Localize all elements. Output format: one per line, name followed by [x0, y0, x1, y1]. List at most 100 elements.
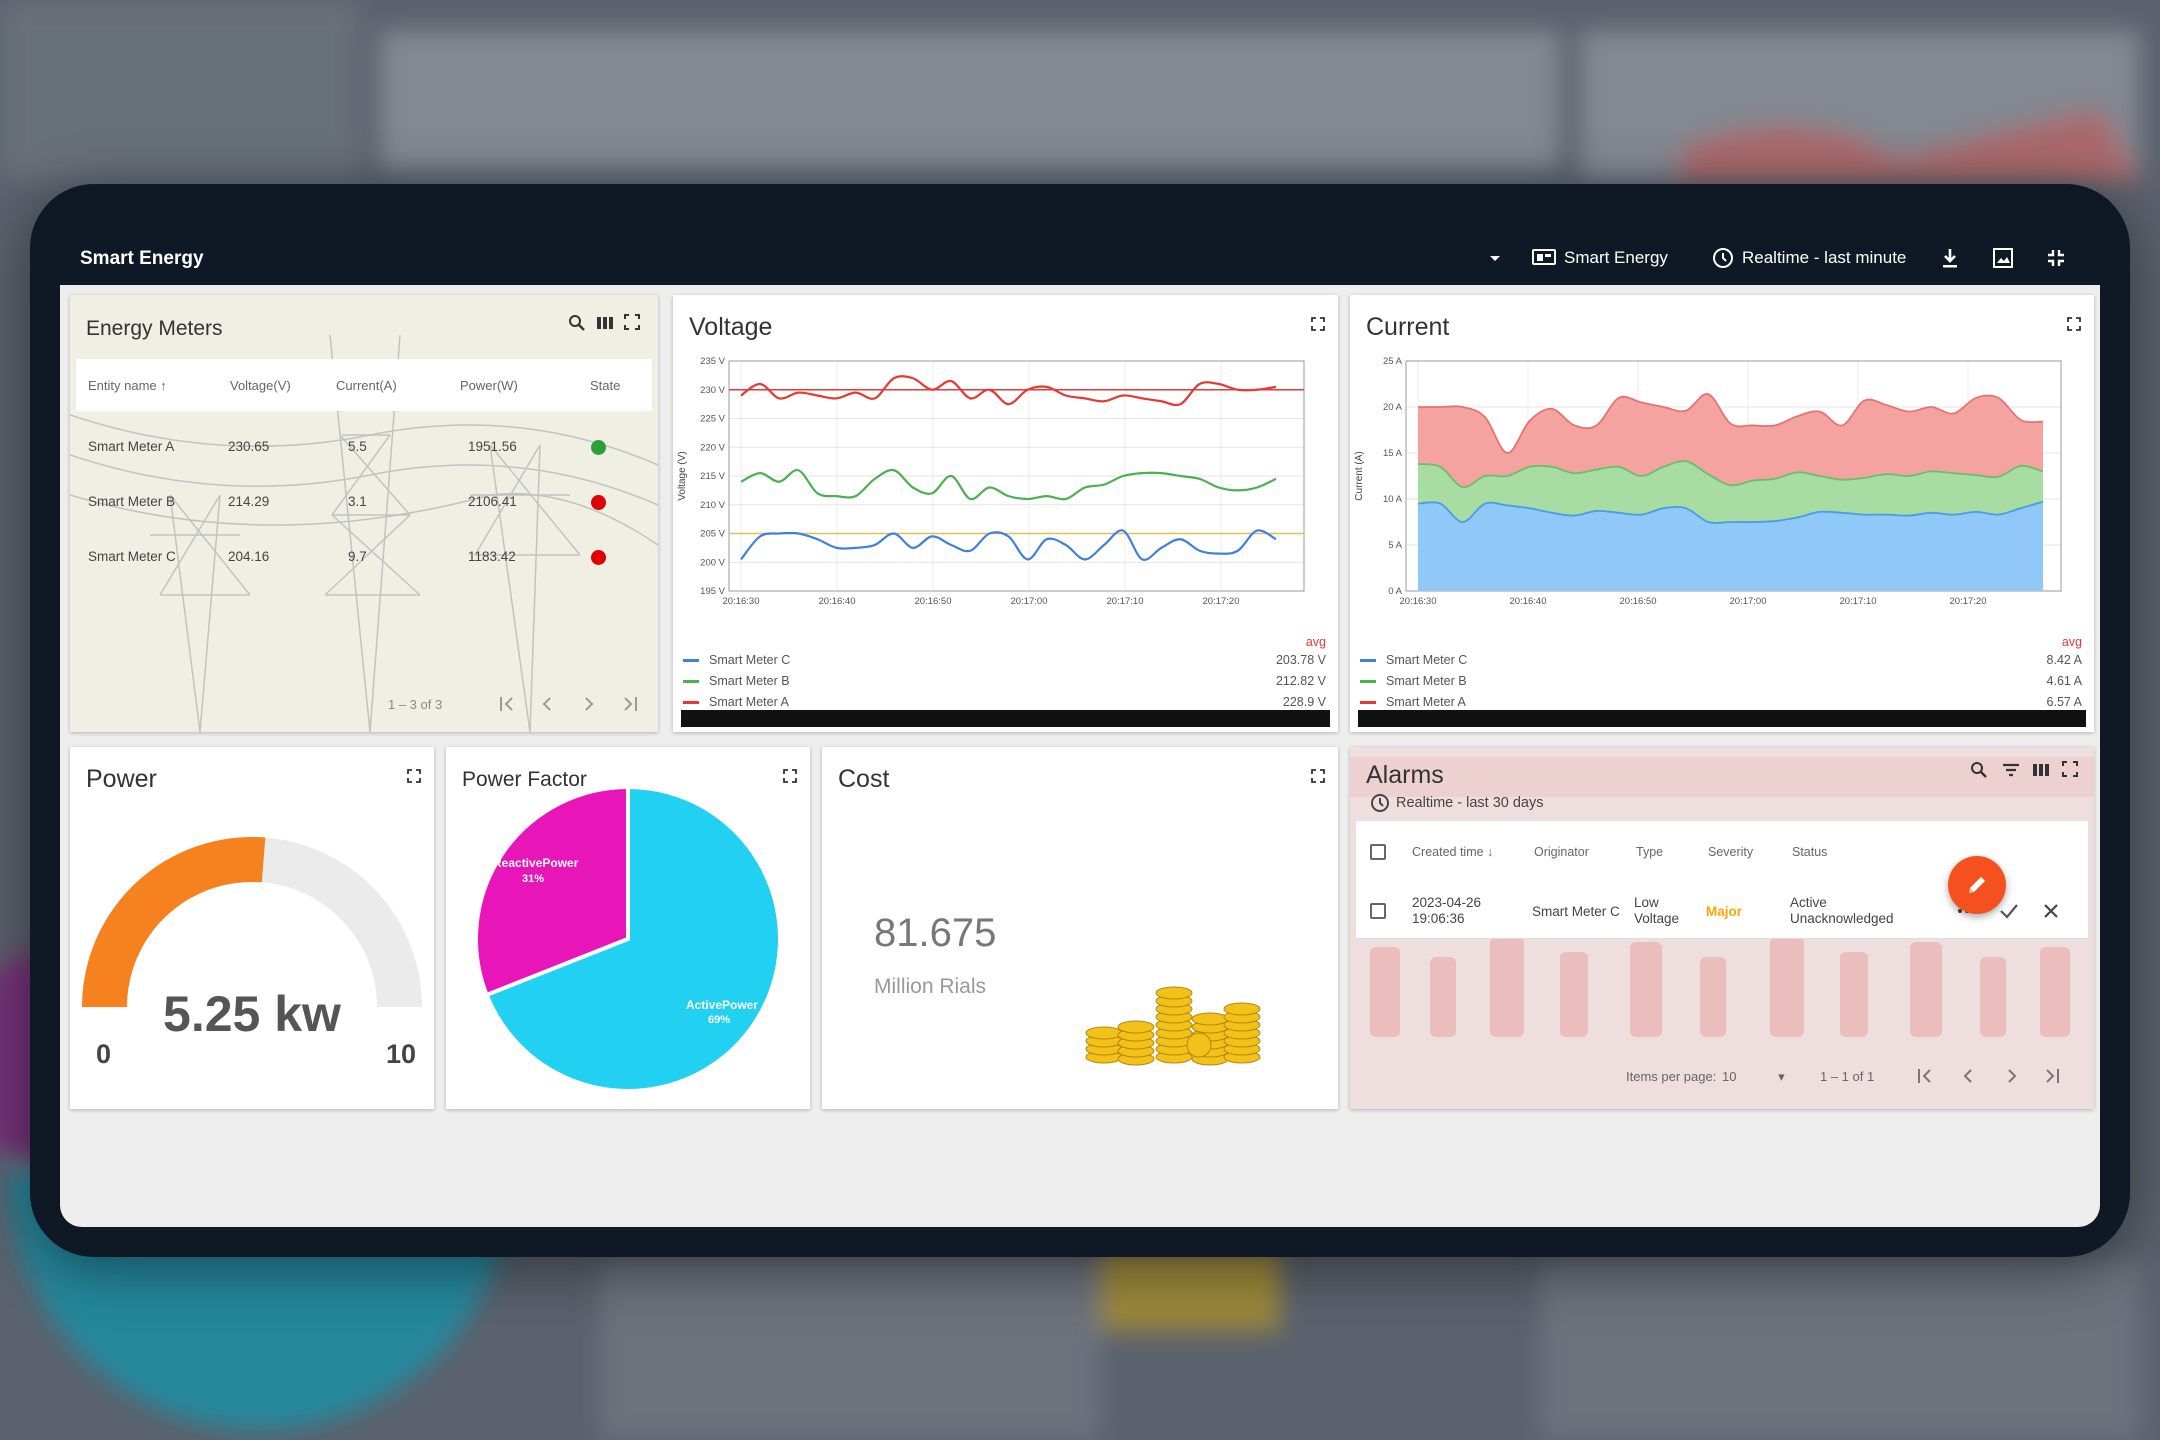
image-export-button[interactable]: [1992, 244, 2014, 272]
columns-button[interactable]: [596, 314, 616, 334]
legend-label: Smart Meter C: [1386, 653, 1468, 667]
last-page-icon[interactable]: [2046, 1069, 2059, 1083]
fullscreen-button[interactable]: [624, 314, 644, 334]
acknowledge-icon[interactable]: [1998, 901, 2020, 921]
column-header-created-time[interactable]: Created time ↓: [1412, 845, 1493, 859]
fullscreen-button[interactable]: [782, 768, 798, 784]
current-widget: Current 0 A 5 A 10 A 15 A 20 A 25 A 20:16:30 20…: [1350, 295, 2094, 732]
first-page-icon[interactable]: [1918, 1069, 1931, 1083]
series-line-smart-meter-c: [740, 529, 1277, 561]
export-button[interactable]: [1940, 244, 1960, 272]
search-button[interactable]: [1970, 761, 1990, 781]
legend-swatch: [683, 659, 699, 662]
legend-item[interactable]: Smart Meter C 8.42 A: [1358, 652, 2086, 672]
clock-icon: [1713, 248, 1733, 268]
prev-page-icon[interactable]: [542, 697, 551, 711]
last-page-icon[interactable]: [624, 697, 637, 711]
search-icon: [1971, 762, 1987, 778]
dashboard-select-label: Smart Energy: [1564, 248, 1668, 267]
column-header-entity-name[interactable]: Entity name ↑: [88, 378, 167, 393]
exit-fullscreen-icon: [2048, 250, 2064, 266]
search-button[interactable]: [568, 314, 588, 334]
pie-label-reactive: ReactivePower: [493, 856, 579, 870]
table-row[interactable]: Smart Meter A 230.65 5.5 1951.56: [86, 419, 652, 474]
column-header-severity[interactable]: Severity: [1708, 845, 1754, 859]
arrow-up-icon: ↑: [160, 378, 167, 393]
cell-severity: Major: [1706, 904, 1743, 919]
legend-value: 212.82 V: [1275, 674, 1326, 688]
y-tick-label: 235 V: [700, 356, 725, 367]
legend-item[interactable]: Smart Meter B 4.61 A: [1358, 673, 2086, 693]
legend-label: Smart Meter C: [709, 653, 791, 667]
column-header-type[interactable]: Type: [1636, 845, 1664, 859]
items-per-page-select[interactable]: 10 ▾: [1722, 1069, 1785, 1085]
top-toolbar: Smart Energy Smart Energy Realtime - las…: [30, 184, 2130, 284]
y-tick-label: 20 A: [1383, 402, 1403, 413]
current-chart: 0 A 5 A 10 A 15 A 20 A 25 A 20:16:30 20:16:40 20…: [1354, 356, 2062, 607]
y-tick-label: 195 V: [700, 586, 725, 597]
alarms-timewindow[interactable]: Realtime - last 30 days: [1370, 793, 1543, 813]
chart-navigator-bar[interactable]: [681, 710, 1330, 727]
series-line-smart-meter-a: [1417, 393, 2044, 454]
legend-item[interactable]: Smart Meter C 203.78 V: [681, 652, 1330, 672]
widget-title: Energy Meters: [86, 317, 223, 340]
table-row[interactable]: Smart Meter B 214.29 3.1 2106.41: [86, 474, 652, 529]
x-tick-label: 20:16:50: [1620, 596, 1657, 607]
legend-item[interactable]: Smart Meter B 212.82 V: [681, 673, 1330, 693]
dashboard-select-button[interactable]: Smart Energy: [1532, 244, 1668, 272]
column-header-status[interactable]: Status: [1792, 845, 1828, 859]
widget-title: Cost: [838, 765, 890, 793]
row-checkbox[interactable]: [1370, 903, 1386, 919]
column-header-current[interactable]: Current(A): [336, 378, 397, 393]
fullscreen-button[interactable]: [406, 768, 422, 784]
next-page-icon[interactable]: [2008, 1069, 2017, 1083]
fullscreen-button[interactable]: [1310, 316, 1326, 332]
timewindow-button[interactable]: Realtime - last minute: [1712, 244, 1906, 272]
legend-avg-header: avg: [2061, 635, 2082, 649]
prev-page-icon[interactable]: [1963, 1069, 1972, 1083]
gauge-max: 10: [385, 1039, 416, 1069]
next-page-icon[interactable]: [585, 697, 594, 711]
table-row[interactable]: Smart Meter C 204.16 9.7 1183.42: [86, 529, 652, 584]
items-per-page-value: 10: [1722, 1069, 1737, 1084]
first-page-icon[interactable]: [500, 697, 513, 711]
fullscreen-button[interactable]: [2066, 316, 2082, 332]
clear-alarm-icon[interactable]: [2040, 901, 2062, 921]
image-icon: [1993, 248, 2013, 268]
fullscreen-icon: [1311, 317, 1325, 331]
cell-power: 1951.56: [468, 439, 517, 454]
column-header-originator[interactable]: Originator: [1534, 845, 1589, 859]
legend-swatch: [683, 680, 699, 683]
timewindow-label: Realtime - last minute: [1742, 248, 1907, 267]
column-header-state[interactable]: State: [590, 378, 621, 393]
dashboard-dropdown-button[interactable]: [1488, 244, 1502, 272]
legend-label: Smart Meter B: [709, 674, 790, 688]
arrow-down-icon: ↓: [1487, 845, 1494, 859]
widget-title: Power Factor: [462, 768, 587, 791]
select-all-checkbox[interactable]: [1370, 844, 1386, 860]
chart-navigator-bar[interactable]: [1358, 710, 2086, 727]
download-icon: [1943, 249, 1957, 268]
pie-slice-reactive-power[interactable]: [474, 787, 630, 998]
edit-dashboard-button[interactable]: [1948, 856, 2006, 914]
cell-power: 1183.42: [468, 549, 516, 564]
columns-icon: [2033, 764, 2049, 776]
filter-button[interactable]: [2002, 761, 2022, 781]
filter-icon: [2003, 763, 2019, 777]
search-icon: [569, 315, 585, 331]
column-header-power[interactable]: Power(W): [460, 378, 518, 393]
column-header-voltage[interactable]: Voltage(V): [230, 378, 291, 393]
legend-item[interactable]: Smart Meter A 228.9 V: [681, 694, 1330, 714]
gauge-fill: [82, 837, 266, 1007]
fullscreen-button[interactable]: [2062, 761, 2082, 781]
fullscreen-button[interactable]: [1310, 768, 1326, 784]
y-tick-label: 25 A: [1383, 356, 1403, 367]
pie-slice-active-power[interactable]: [484, 787, 782, 1093]
legend-item[interactable]: Smart Meter A 6.57 A: [1358, 694, 2086, 714]
exit-fullscreen-button[interactable]: [2046, 244, 2066, 272]
columns-button[interactable]: [2032, 761, 2052, 781]
legend-swatch: [1360, 659, 1376, 662]
pencil-icon: [1969, 877, 1985, 893]
cell-voltage: 204.16: [228, 549, 270, 564]
cost-widget: Cost 81.675 Million Rials: [822, 747, 1338, 1109]
